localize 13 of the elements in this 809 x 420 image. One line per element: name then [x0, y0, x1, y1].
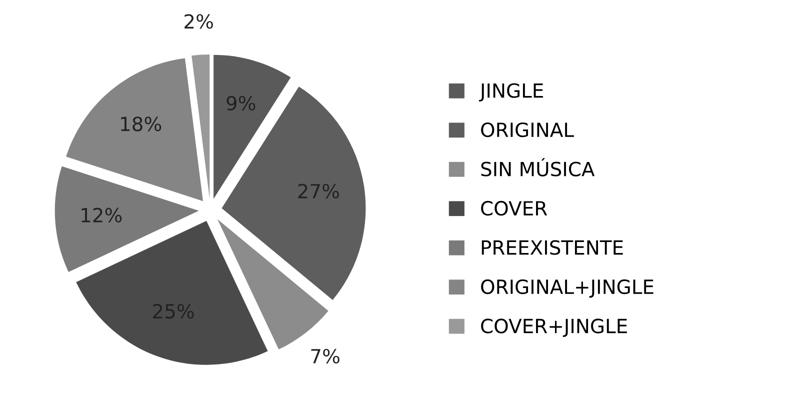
data-label: 18%: [121, 116, 162, 132]
legend-label: COVER+JINGLE: [481, 318, 627, 337]
legend-label: SIN MÚSICA: [481, 158, 595, 176]
data-label: 2%: [184, 14, 213, 29]
legend-label: COVER: [481, 200, 548, 216]
legend-label: PREEXISTENTE: [482, 240, 623, 255]
data-label: 9%: [226, 96, 256, 111]
legend-label: ORIGINAL: [481, 122, 574, 138]
legend-label: ORIGINAL+JINGLE: [481, 279, 654, 298]
data-label: 27%: [298, 184, 339, 199]
legend-label: JINGLE: [478, 83, 543, 102]
data-label: 12%: [82, 208, 122, 223]
data-label: 7%: [311, 348, 340, 364]
